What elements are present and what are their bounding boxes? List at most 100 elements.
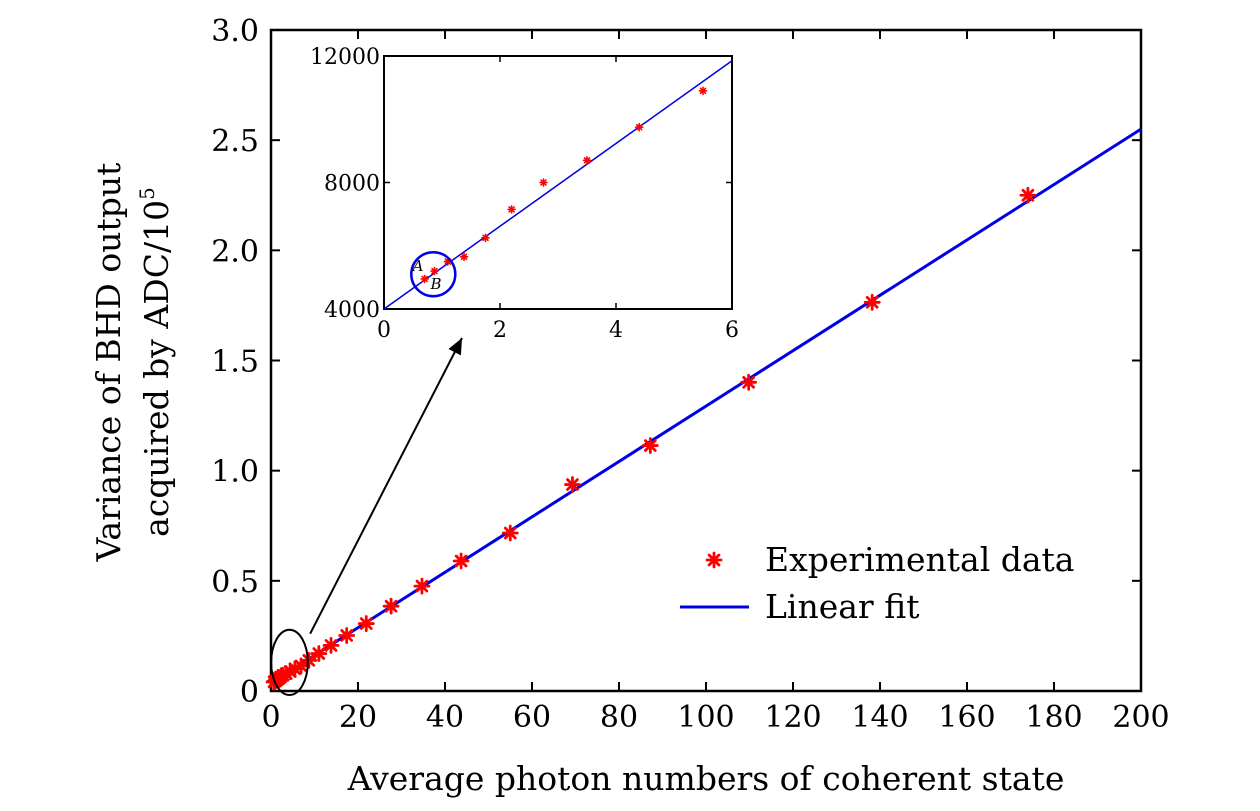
inset-data-point-stroke: [431, 267, 438, 275]
main-data-point-stroke: [324, 639, 338, 652]
point-label-b: B: [429, 275, 441, 293]
x-tick-label: 120: [764, 700, 821, 735]
inset-data-point: [507, 205, 516, 214]
y-tick-label: 2.5: [211, 124, 259, 159]
legend: Experimental data Linear fit: [680, 540, 1074, 626]
y-tick-label: 3.0: [211, 14, 259, 49]
x-tick-label: 40: [426, 700, 464, 735]
inset-data-point: [430, 266, 439, 276]
y-tick-label: 1.0: [211, 455, 259, 490]
main-data-point-stroke: [1021, 188, 1035, 202]
inset-data-point-stroke: [540, 179, 547, 186]
inset-plot: 0 2 4 6 4000 8000 12000 AB: [310, 45, 739, 343]
legend-label-experimental: Experimental data: [765, 540, 1074, 579]
zoom-region-ellipse: [270, 628, 309, 697]
inset-data-point-stroke: [635, 123, 643, 131]
main-data-point: [382, 597, 400, 615]
main-data-point: [338, 627, 356, 644]
legend-marker-experimental: [705, 551, 723, 569]
inset-y-tick-label: 12000: [310, 45, 380, 70]
y-tick-label: 2.0: [211, 234, 259, 269]
x-tick-label: 100: [677, 700, 734, 735]
inset-data-point-stroke: [482, 234, 489, 242]
x-tick-label: 160: [938, 700, 995, 735]
main-data-point-stroke: [302, 654, 316, 667]
inset-fit-line-group: [383, 60, 733, 310]
inset-data-point: [698, 86, 708, 96]
inset-data-points: [420, 86, 708, 284]
main-data-point-stroke: [384, 599, 398, 613]
inset-data-point: [459, 252, 469, 262]
main-data-point-stroke: [454, 554, 468, 568]
main-data-point-stroke: [359, 617, 373, 630]
main-data-point: [452, 552, 470, 570]
x-tick-label: 80: [600, 700, 638, 735]
zoom-arrow-head: [448, 338, 462, 356]
main-data-point: [1019, 186, 1037, 204]
main-ticks: 0 20 40 60 80 100 120 140 160 180 20000.51.01.52.0…: [211, 14, 1169, 735]
inset-ticks: 0 2 4 6 4000 8000 12000: [310, 45, 739, 343]
main-data-point: [413, 577, 431, 595]
main-data-point: [863, 293, 881, 311]
inset-data-point: [582, 156, 592, 165]
main-data-point: [641, 437, 659, 454]
y-axis-title-line2-text: acquired by ADC/10: [137, 200, 176, 537]
inset-data-point-stroke: [508, 206, 515, 213]
main-annotations: [270, 337, 463, 697]
main-data-point-stroke: [312, 647, 326, 660]
x-tick-label: 180: [1025, 700, 1082, 735]
legend-star: [705, 551, 723, 569]
main-data-point-stroke: [294, 659, 308, 673]
main-data-point-stroke: [643, 439, 657, 452]
inset-data-point: [420, 274, 429, 284]
inset-data-point-stroke: [583, 157, 591, 164]
main-data-point: [740, 373, 758, 391]
inset-data-point-stroke: [460, 253, 468, 261]
main-data-point-stroke: [742, 375, 755, 389]
x-tick-label: 20: [339, 700, 377, 735]
y-axis-title-exponent: 5: [135, 187, 159, 200]
inset-data-point: [539, 178, 548, 187]
zoom-arrow-shaft: [309, 337, 463, 635]
main-data-point: [501, 524, 519, 542]
x-tick-label: 60: [513, 700, 551, 735]
highlight-circle: [410, 250, 457, 298]
inset-x-tick-label: 6: [725, 318, 739, 343]
main-data-points: [265, 186, 1037, 691]
main-data-point-stroke: [865, 295, 879, 309]
main-data-point: [322, 636, 340, 654]
y-tick-label: 0.5: [211, 565, 259, 600]
y-axis-title-line2: acquired by ADC/105: [135, 187, 176, 537]
point-label-a: A: [411, 257, 424, 275]
inset-annotations: AB: [410, 250, 457, 298]
x-tick-label: 200: [1112, 700, 1169, 735]
inset-y-tick-label: 4000: [324, 298, 380, 323]
legend-star-stroke: [707, 553, 721, 567]
main-data-point-stroke: [503, 526, 517, 540]
x-tick-label: 140: [851, 700, 908, 735]
x-axis-title: Average photon numbers of coherent state: [347, 759, 1065, 798]
main-data-point: [310, 645, 328, 662]
legend-label-linear-fit: Linear fit: [765, 587, 919, 626]
main-data-point: [300, 651, 318, 669]
y-tick-label: 1.5: [211, 345, 259, 380]
y-axis-title: Variance of BHD output acquired by ADC/1…: [89, 163, 176, 563]
y-axis-title-line1: Variance of BHD output: [89, 163, 128, 563]
inset-data-point: [481, 233, 490, 243]
inset-x-tick-label: 0: [377, 318, 391, 343]
inset-data-point-stroke: [699, 87, 707, 95]
main-plot: 0 20 40 60 80 100 120 140 160 180 20000.51.01.52.0…: [211, 14, 1169, 735]
inset-x-tick-label: 4: [609, 318, 623, 343]
inset-data-point-stroke: [421, 275, 428, 283]
y-tick-label: 0: [240, 675, 259, 710]
main-data-point: [357, 615, 375, 632]
main-data-point-stroke: [340, 629, 354, 642]
main-data-point-stroke: [415, 579, 429, 593]
inset-x-tick-label: 2: [493, 318, 507, 343]
inset-fit-line: [383, 60, 733, 310]
main-data-point: [564, 476, 581, 493]
x-tick-label: 0: [261, 700, 280, 735]
main-data-point-stroke: [566, 478, 579, 491]
inset-data-point: [634, 122, 644, 132]
